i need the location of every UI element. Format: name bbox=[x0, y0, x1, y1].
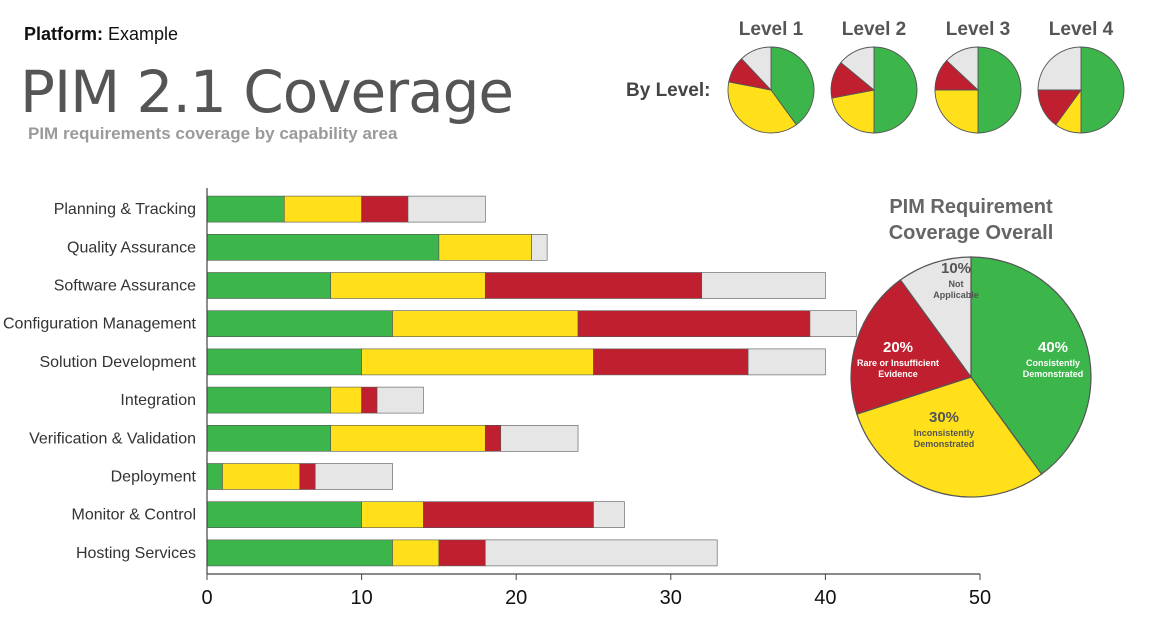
overall-slice-desc-4-2: Applicable bbox=[933, 290, 979, 300]
x-tick-label-20: 20 bbox=[505, 587, 527, 609]
level-pie-label-1: Level 1 bbox=[739, 19, 804, 40]
level-3-slice-not-applicable bbox=[946, 46, 979, 92]
platform-line: Platform: Example bbox=[24, 24, 178, 45]
category-label-planning-tracking: Planning & Tracking bbox=[54, 201, 196, 218]
bar-quality-assurance-inconsistently-demonstrated bbox=[438, 234, 532, 261]
bar-planning-tracking-consistently-demonstrated bbox=[206, 195, 285, 223]
bar-verification-validation-not-applicable bbox=[500, 424, 579, 452]
bar-verification-validation-inconsistently-demonstrated bbox=[330, 424, 486, 452]
bar-monitor-control-inconsistently-demonstrated bbox=[361, 501, 424, 529]
bar-planning-tracking-rare-or-insufficient-evidence bbox=[361, 195, 409, 223]
bar-monitor-control-consistently-demonstrated bbox=[206, 501, 362, 529]
bar-hosting-services-not-applicable bbox=[484, 539, 718, 567]
bar-software-assurance-inconsistently-demonstrated bbox=[330, 272, 486, 299]
bar-quality-assurance-not-applicable bbox=[531, 234, 548, 261]
overall-slice-pct-4: 10% bbox=[941, 260, 971, 277]
category-label-integration: Integration bbox=[120, 392, 196, 409]
bar-verification-validation-consistently-demonstrated bbox=[206, 424, 331, 452]
level-pie-label-2: Level 2 bbox=[842, 19, 906, 40]
overall-slice-pct-3: 20% bbox=[883, 339, 913, 356]
overall-slice-desc-1-1: Consistently bbox=[1026, 358, 1080, 368]
level-1-slice-not-applicable bbox=[740, 46, 772, 92]
x-tick-label-40: 40 bbox=[814, 587, 836, 609]
bar-solution-development-inconsistently-demonstrated bbox=[361, 348, 594, 376]
bar-configuration-management-inconsistently-demonstrated bbox=[392, 310, 579, 338]
level-1-slice-inconsistently-demonstrated bbox=[727, 81, 797, 134]
overall-slice-rare-or-insufficient-evidence bbox=[850, 279, 972, 415]
category-label-quality-assurance: Quality Assurance bbox=[67, 239, 196, 256]
overall-slice-consistently-demonstrated bbox=[970, 256, 1092, 475]
category-label-configuration-management: Configuration Management bbox=[3, 316, 197, 333]
bar-integration-rare-or-insufficient-evidence bbox=[361, 386, 378, 414]
level-pies: Level 1 Level 2 Level 3 Level 4 bbox=[727, 19, 1125, 134]
bar-monitor-control-not-applicable bbox=[593, 501, 625, 529]
overall-slice-pct-2: 30% bbox=[929, 409, 959, 426]
level-2-slice-inconsistently-demonstrated bbox=[831, 89, 875, 134]
overall-slice-desc-4-1: Not bbox=[949, 279, 964, 289]
level-3-slice-inconsistently-demonstrated bbox=[934, 89, 979, 134]
bar-integration-consistently-demonstrated bbox=[206, 386, 331, 414]
x-tick-label-10: 10 bbox=[350, 587, 372, 609]
by-level-label: By Level: bbox=[626, 80, 711, 101]
bar-configuration-management-not-applicable bbox=[809, 310, 857, 338]
bar-monitor-control-rare-or-insufficient-evidence bbox=[423, 501, 594, 529]
bar-configuration-management-consistently-demonstrated bbox=[206, 310, 393, 338]
level-pie-label-3: Level 3 bbox=[946, 19, 1010, 40]
category-label-deployment: Deployment bbox=[111, 469, 197, 486]
overall-slice-desc-3-2: Evidence bbox=[878, 369, 918, 379]
bar-software-assurance-not-applicable bbox=[701, 272, 826, 299]
overall-slice-desc-1-2: Demonstrated bbox=[1023, 369, 1084, 379]
bar-integration-not-applicable bbox=[376, 386, 424, 414]
level-2-slice-consistently-demonstrated bbox=[873, 46, 918, 134]
bar-planning-tracking-inconsistently-demonstrated bbox=[283, 195, 362, 223]
page-subtitle: PIM requirements coverage by capability … bbox=[28, 124, 398, 143]
overall-slice-pct-1: 40% bbox=[1038, 339, 1068, 356]
overall-slice-inconsistently-demonstrated bbox=[856, 376, 1043, 498]
bar-deployment-inconsistently-demonstrated bbox=[222, 463, 301, 490]
overall-slice-desc-2-1: Inconsistently bbox=[914, 428, 975, 438]
x-tick-label-0: 0 bbox=[201, 587, 212, 609]
level-4-slice-consistently-demonstrated bbox=[1080, 46, 1125, 134]
bar-configuration-management-rare-or-insufficient-evidence bbox=[577, 310, 811, 338]
category-label-monitor-control: Monitor & Control bbox=[72, 507, 197, 524]
bar-hosting-services-rare-or-insufficient-evidence bbox=[438, 539, 486, 567]
overall-slice-not-applicable bbox=[899, 256, 972, 379]
bar-hosting-services-inconsistently-demonstrated bbox=[392, 539, 440, 567]
level-4-slice-not-applicable bbox=[1037, 46, 1082, 91]
overall-slice-desc-3-1: Rare or Insufficient bbox=[857, 358, 939, 368]
level-3-slice-consistently-demonstrated bbox=[977, 46, 1022, 134]
bar-verification-validation-rare-or-insufficient-evidence bbox=[484, 424, 502, 452]
bar-deployment-consistently-demonstrated bbox=[206, 463, 223, 490]
platform-value: Example bbox=[108, 24, 179, 44]
bar-integration-inconsistently-demonstrated bbox=[330, 386, 362, 414]
overall-coverage-pie: PIM Requirement Coverage Overall 40% Consis… bbox=[850, 196, 1092, 498]
overall-pie-title-line-2: Coverage Overall bbox=[889, 222, 1054, 244]
level-pie-label-4: Level 4 bbox=[1049, 19, 1114, 40]
category-label-solution-development: Solution Development bbox=[39, 354, 196, 371]
overall-slice-desc-2-2: Demonstrated bbox=[914, 439, 975, 449]
category-label-hosting-services: Hosting Services bbox=[76, 545, 196, 562]
level-1-slice-consistently-demonstrated bbox=[770, 46, 815, 126]
platform-label: Platform: bbox=[24, 24, 104, 44]
bar-hosting-services-consistently-demonstrated bbox=[206, 539, 393, 567]
overall-pie-title-line-1: PIM Requirement bbox=[889, 196, 1053, 218]
bar-deployment-not-applicable bbox=[314, 463, 393, 490]
x-tick-label-50: 50 bbox=[969, 587, 991, 609]
capability-bar-chart: Planning & Tracking Quality Assurance Soft… bbox=[3, 188, 991, 609]
page-title: PIM 2.1 Coverage bbox=[20, 58, 514, 126]
category-label-verification-validation: Verification & Validation bbox=[29, 430, 196, 447]
bar-software-assurance-rare-or-insufficient-evidence bbox=[484, 272, 703, 299]
bar-planning-tracking-not-applicable bbox=[407, 195, 486, 223]
bar-quality-assurance-consistently-demonstrated bbox=[206, 234, 440, 261]
level-2-slice-not-applicable bbox=[840, 46, 875, 91]
x-tick-label-30: 30 bbox=[660, 587, 682, 609]
bar-solution-development-consistently-demonstrated bbox=[206, 348, 362, 376]
bar-solution-development-rare-or-insufficient-evidence bbox=[593, 348, 749, 376]
bar-solution-development-not-applicable bbox=[747, 348, 826, 376]
bar-deployment-rare-or-insufficient-evidence bbox=[299, 463, 316, 490]
category-label-software-assurance: Software Assurance bbox=[54, 278, 196, 295]
bar-software-assurance-consistently-demonstrated bbox=[206, 272, 331, 299]
